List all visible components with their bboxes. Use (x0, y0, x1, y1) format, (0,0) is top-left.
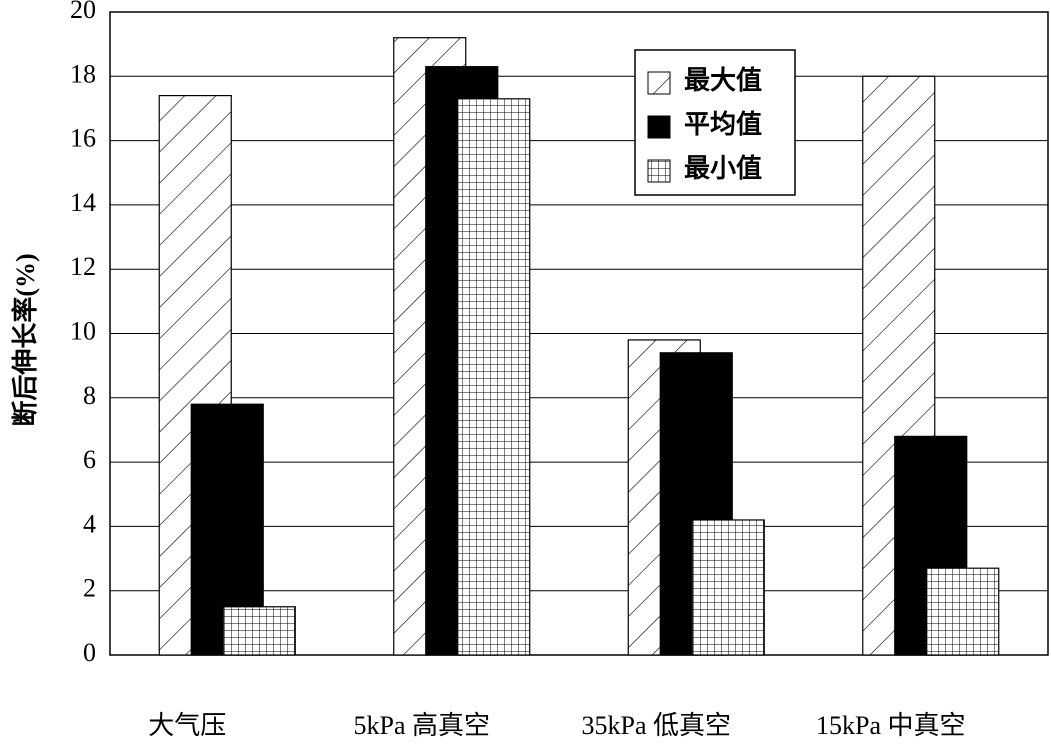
y-tick-label: 0 (83, 638, 96, 667)
y-tick-label: 18 (70, 59, 96, 88)
y-tick-label: 12 (70, 252, 96, 281)
y-tick-label: 10 (70, 316, 96, 345)
y-tick-label: 14 (70, 188, 96, 217)
bar (691, 519, 765, 656)
x-tick-label: 大气压 (148, 711, 226, 740)
legend-swatch (647, 71, 671, 95)
y-tick-label: 2 (83, 574, 96, 603)
legend-swatch (647, 159, 671, 183)
legend-label: 最大值 (684, 66, 762, 95)
legend-swatch (647, 115, 671, 139)
y-tick-label: 16 (70, 124, 96, 153)
y-tick-label: 20 (70, 0, 96, 24)
x-tick-label: 5kPa 高真空 (353, 711, 490, 740)
bar (926, 567, 1000, 656)
y-tick-label: 4 (83, 509, 96, 538)
y-tick-label: 8 (83, 381, 96, 410)
bar (222, 606, 296, 656)
x-tick-label: 35kPa 低真空 (581, 711, 731, 740)
y-tick-label: 6 (83, 445, 96, 474)
y-axis-label: 断后伸长率(%) (10, 253, 40, 426)
legend-label: 平均值 (684, 110, 762, 139)
legend-label: 最小值 (684, 154, 762, 183)
bar (457, 98, 531, 656)
x-tick-label: 15kPa 中真空 (816, 711, 966, 740)
